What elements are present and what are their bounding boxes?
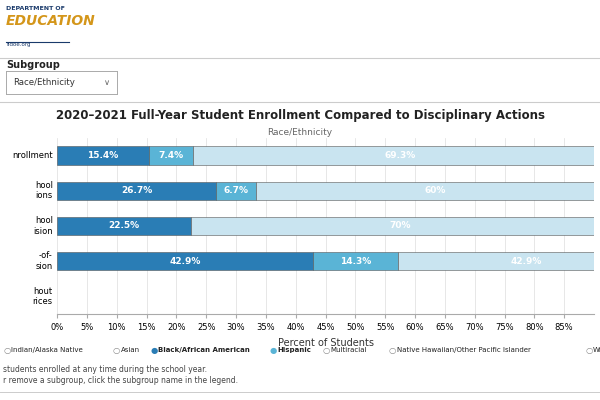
Text: Asian: Asian <box>121 347 140 353</box>
Text: DEPARTMENT OF: DEPARTMENT OF <box>6 6 65 11</box>
Text: Race/Ethnicity: Race/Ethnicity <box>268 128 332 137</box>
Text: ●: ● <box>151 346 158 354</box>
Bar <box>217 182 256 200</box>
Text: Race/Ethnicity: Race/Ethnicity <box>13 78 74 87</box>
X-axis label: Percent of Students: Percent of Students <box>277 338 373 348</box>
Text: Indian/Alaska Native: Indian/Alaska Native <box>11 347 83 353</box>
Text: 26.7%: 26.7% <box>121 186 152 195</box>
Bar <box>57 217 191 235</box>
Text: Black/African American: Black/African American <box>158 347 250 353</box>
Text: 70%: 70% <box>389 222 411 230</box>
Text: 7.4%: 7.4% <box>158 151 184 160</box>
Text: ∨: ∨ <box>104 78 110 87</box>
Bar <box>191 217 600 235</box>
Bar <box>313 252 398 270</box>
Text: 42.9%: 42.9% <box>169 257 200 266</box>
Bar <box>193 146 600 165</box>
Text: 22.5%: 22.5% <box>109 222 140 230</box>
Text: 2020–2021 Full-Year Student Enrollment Compared to Disciplinary Actions: 2020–2021 Full-Year Student Enrollment C… <box>56 109 545 122</box>
Text: students enrolled at any time during the school year.: students enrolled at any time during the… <box>3 366 207 374</box>
Bar <box>57 146 149 165</box>
Bar <box>57 182 217 200</box>
Text: ○: ○ <box>389 346 396 354</box>
Bar <box>398 252 600 270</box>
Bar <box>57 252 313 270</box>
Text: White: White <box>593 347 600 353</box>
Text: Multiracial: Multiracial <box>330 347 367 353</box>
Text: 14.3%: 14.3% <box>340 257 371 266</box>
Text: ○: ○ <box>113 346 120 354</box>
Text: 42.9%: 42.9% <box>511 257 542 266</box>
Text: ○: ○ <box>585 346 592 354</box>
Bar <box>256 182 600 200</box>
Text: ○: ○ <box>3 346 10 354</box>
Text: r remove a subgroup, click the subgroup name in the legend.: r remove a subgroup, click the subgroup … <box>3 376 238 385</box>
Text: 15.4%: 15.4% <box>88 151 119 160</box>
Text: fldoe.org: fldoe.org <box>7 42 32 47</box>
Text: Hispanic: Hispanic <box>278 347 311 353</box>
Text: ○: ○ <box>322 346 329 354</box>
Bar <box>149 146 193 165</box>
Text: Native Hawaiian/Other Pacific Islander: Native Hawaiian/Other Pacific Islander <box>397 347 530 353</box>
Text: Subgroup: Subgroup <box>6 60 60 70</box>
Text: ●: ● <box>270 346 277 354</box>
Text: EDUCATION: EDUCATION <box>6 14 96 28</box>
Text: 60%: 60% <box>425 186 446 195</box>
Text: 69.3%: 69.3% <box>384 151 415 160</box>
Text: 6.7%: 6.7% <box>224 186 249 195</box>
